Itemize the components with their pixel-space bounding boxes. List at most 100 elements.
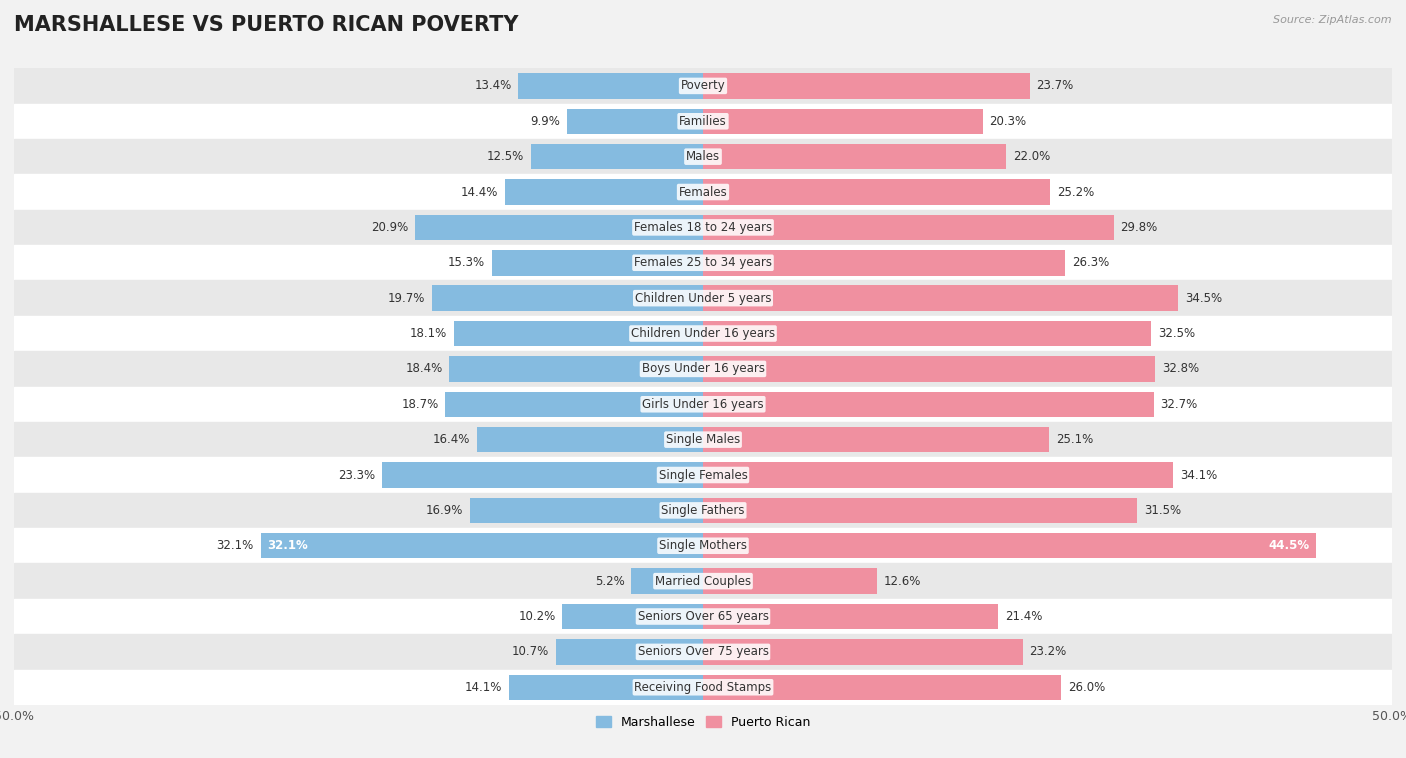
Bar	[567, 108, 703, 134]
Bar	[703, 215, 1114, 240]
Text: 21.4%: 21.4%	[1005, 610, 1042, 623]
Text: 14.1%: 14.1%	[464, 681, 502, 694]
Text: 12.5%: 12.5%	[486, 150, 524, 163]
Legend: Marshallese, Puerto Rican: Marshallese, Puerto Rican	[591, 711, 815, 734]
Text: Receiving Food Stamps: Receiving Food Stamps	[634, 681, 772, 694]
Bar	[14, 599, 1392, 634]
Text: Females 25 to 34 years: Females 25 to 34 years	[634, 256, 772, 269]
Text: 18.1%: 18.1%	[409, 327, 447, 340]
Text: 22.0%: 22.0%	[1012, 150, 1050, 163]
Text: Married Couples: Married Couples	[655, 575, 751, 587]
Text: 31.5%: 31.5%	[1144, 504, 1181, 517]
Bar	[703, 533, 1316, 559]
Text: 14.4%: 14.4%	[460, 186, 498, 199]
Bar	[14, 174, 1392, 210]
Bar	[14, 563, 1392, 599]
Bar	[509, 675, 703, 700]
Bar	[14, 387, 1392, 422]
Text: 34.1%: 34.1%	[1180, 468, 1218, 481]
Text: 18.7%: 18.7%	[401, 398, 439, 411]
Text: 16.4%: 16.4%	[433, 433, 470, 446]
Text: Poverty: Poverty	[681, 80, 725, 92]
Text: Single Fathers: Single Fathers	[661, 504, 745, 517]
Bar	[14, 634, 1392, 669]
Text: 34.5%: 34.5%	[1185, 292, 1222, 305]
Text: 23.3%: 23.3%	[337, 468, 375, 481]
Text: 23.2%: 23.2%	[1029, 645, 1067, 659]
Bar	[14, 351, 1392, 387]
Text: Families: Families	[679, 114, 727, 128]
Text: 32.1%: 32.1%	[267, 539, 308, 553]
Text: Children Under 5 years: Children Under 5 years	[634, 292, 772, 305]
Bar	[703, 108, 983, 134]
Text: Single Females: Single Females	[658, 468, 748, 481]
Bar	[477, 427, 703, 453]
Text: 15.3%: 15.3%	[449, 256, 485, 269]
Bar	[505, 180, 703, 205]
Bar	[14, 104, 1392, 139]
Text: Seniors Over 65 years: Seniors Over 65 years	[637, 610, 769, 623]
Bar	[703, 568, 876, 594]
Bar	[703, 604, 998, 629]
Bar	[14, 245, 1392, 280]
Text: 32.1%: 32.1%	[217, 539, 254, 553]
Bar	[703, 74, 1029, 99]
Bar	[14, 139, 1392, 174]
Bar	[703, 321, 1152, 346]
Bar	[703, 498, 1137, 523]
Bar	[260, 533, 703, 559]
Text: 32.8%: 32.8%	[1161, 362, 1199, 375]
Bar	[454, 321, 703, 346]
Text: 18.4%: 18.4%	[405, 362, 443, 375]
Text: 26.0%: 26.0%	[1069, 681, 1105, 694]
Text: Males: Males	[686, 150, 720, 163]
Bar	[415, 215, 703, 240]
Text: 10.7%: 10.7%	[512, 645, 548, 659]
Bar	[382, 462, 703, 487]
Bar	[492, 250, 703, 275]
Bar	[14, 669, 1392, 705]
Bar	[531, 144, 703, 169]
Text: Seniors Over 75 years: Seniors Over 75 years	[637, 645, 769, 659]
Bar	[14, 280, 1392, 316]
Text: 44.5%: 44.5%	[1268, 539, 1309, 553]
Text: 16.9%: 16.9%	[426, 504, 463, 517]
Text: MARSHALLESE VS PUERTO RICAN POVERTY: MARSHALLESE VS PUERTO RICAN POVERTY	[14, 15, 519, 35]
Text: Single Males: Single Males	[666, 433, 740, 446]
Text: Children Under 16 years: Children Under 16 years	[631, 327, 775, 340]
Text: 25.1%: 25.1%	[1056, 433, 1092, 446]
Bar	[703, 250, 1066, 275]
Bar	[703, 144, 1007, 169]
Text: 12.6%: 12.6%	[883, 575, 921, 587]
Text: 10.2%: 10.2%	[519, 610, 555, 623]
Bar	[703, 356, 1154, 381]
Bar	[14, 493, 1392, 528]
Text: 26.3%: 26.3%	[1073, 256, 1109, 269]
Text: Source: ZipAtlas.com: Source: ZipAtlas.com	[1274, 15, 1392, 25]
Bar	[703, 392, 1153, 417]
Text: 29.8%: 29.8%	[1121, 221, 1157, 234]
Text: 20.3%: 20.3%	[990, 114, 1026, 128]
Text: 5.2%: 5.2%	[595, 575, 624, 587]
Text: Boys Under 16 years: Boys Under 16 years	[641, 362, 765, 375]
Bar	[703, 639, 1022, 665]
Bar	[703, 427, 1049, 453]
Bar	[555, 639, 703, 665]
Bar	[562, 604, 703, 629]
Text: 32.7%: 32.7%	[1160, 398, 1198, 411]
Bar	[14, 316, 1392, 351]
Text: 23.7%: 23.7%	[1036, 80, 1074, 92]
Bar	[14, 422, 1392, 457]
Text: Females: Females	[679, 186, 727, 199]
Bar	[432, 286, 703, 311]
Bar	[703, 462, 1173, 487]
Bar	[14, 68, 1392, 104]
Text: 19.7%: 19.7%	[387, 292, 425, 305]
Bar	[519, 74, 703, 99]
Text: Single Mothers: Single Mothers	[659, 539, 747, 553]
Text: 9.9%: 9.9%	[530, 114, 560, 128]
Bar	[14, 210, 1392, 245]
Text: 20.9%: 20.9%	[371, 221, 408, 234]
Bar	[703, 180, 1050, 205]
Text: Females 18 to 24 years: Females 18 to 24 years	[634, 221, 772, 234]
